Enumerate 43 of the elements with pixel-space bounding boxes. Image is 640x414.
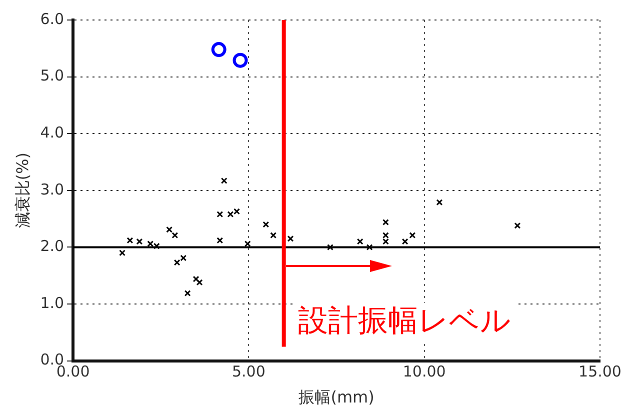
point xyxy=(232,52,248,68)
x-tick-label: 5.00 xyxy=(232,362,266,381)
y-tick-label: 6.0 xyxy=(40,10,64,28)
point xyxy=(192,276,200,282)
point xyxy=(126,237,134,244)
point xyxy=(287,235,294,242)
point xyxy=(174,259,180,266)
point xyxy=(220,178,228,184)
point xyxy=(180,254,187,262)
point xyxy=(119,250,126,256)
point xyxy=(436,199,443,206)
point xyxy=(216,211,224,218)
point xyxy=(270,232,277,238)
point xyxy=(172,232,178,238)
point xyxy=(382,218,389,226)
x-axis-title: 振幅(mm) xyxy=(298,388,374,407)
y-tick-label: 3.0 xyxy=(40,180,64,198)
point xyxy=(409,232,416,238)
point xyxy=(326,244,334,250)
y-tick-label: 2.0 xyxy=(40,237,64,256)
point xyxy=(136,238,143,245)
x-tick-label: 10.00 xyxy=(402,362,446,381)
point xyxy=(153,242,160,250)
point xyxy=(366,244,373,250)
y-axis-title: 減衰比(%) xyxy=(12,152,32,228)
point xyxy=(356,238,364,245)
y-tick-label: 4.0 xyxy=(40,123,64,142)
point xyxy=(166,226,173,233)
point xyxy=(244,240,251,248)
y-tick-label: 1.0 xyxy=(40,294,64,312)
x-tick-label: 15.00 xyxy=(578,362,622,381)
point xyxy=(227,211,234,218)
point xyxy=(196,279,203,286)
point xyxy=(211,42,226,58)
point xyxy=(262,221,270,228)
point xyxy=(147,240,154,248)
point xyxy=(234,208,240,215)
point xyxy=(514,222,521,229)
y-tick-label: 5.0 xyxy=(40,66,64,85)
ref-line-label: 設計振幅レベル xyxy=(298,304,511,339)
point xyxy=(402,238,408,245)
point xyxy=(216,237,224,244)
point xyxy=(184,290,191,296)
